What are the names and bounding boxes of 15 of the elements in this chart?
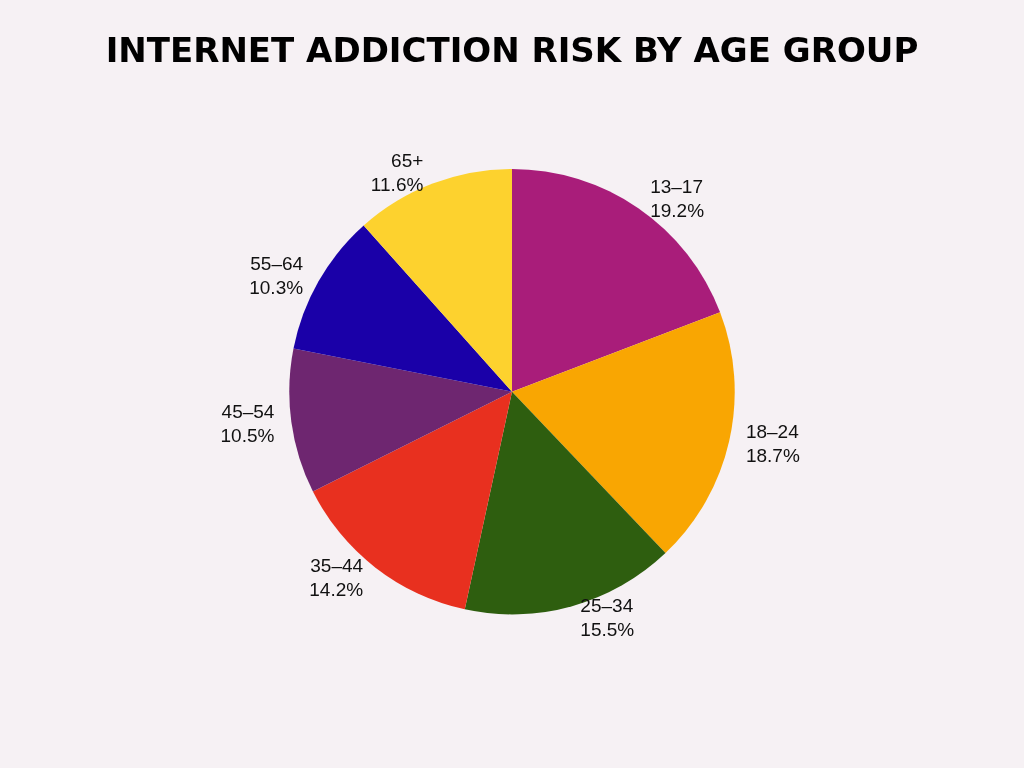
data-label: 10.5% xyxy=(220,424,275,446)
slice-label: 25–34 xyxy=(580,595,634,617)
data-label: 19.2% xyxy=(650,199,705,221)
data-label: 10.3% xyxy=(249,276,304,298)
data-label: 18.7% xyxy=(745,445,800,467)
slice-label: 18–24 xyxy=(745,421,800,443)
slice-label: 35–44 xyxy=(310,554,364,576)
data-label: 11.6% xyxy=(370,173,424,195)
slice-label: 55–64 xyxy=(250,252,304,274)
data-label: 14.2% xyxy=(309,578,364,600)
slice-label: 45–54 xyxy=(221,400,275,422)
slice-label: 65+ xyxy=(391,149,424,171)
slice-label: 13–17 xyxy=(650,175,703,197)
data-label: 15.5% xyxy=(580,619,635,641)
chart-title: INTERNET ADDICTION RISK BY AGE GROUP xyxy=(105,30,919,70)
